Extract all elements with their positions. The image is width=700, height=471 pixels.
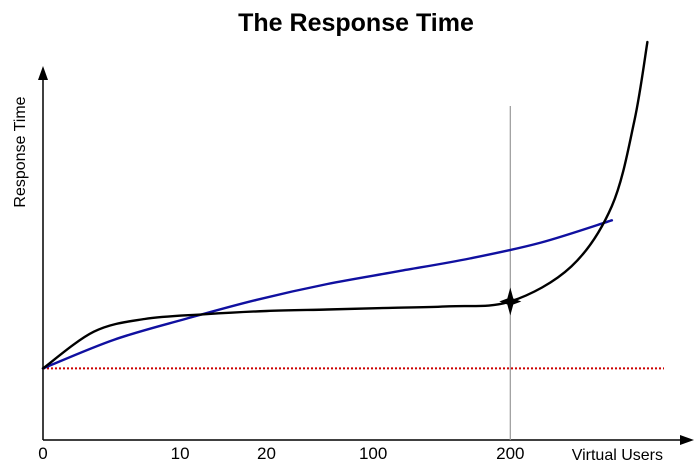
x-tick-label: 200 — [496, 444, 524, 463]
x-tick-labels: 0 10 20 100 200 — [38, 444, 524, 463]
x-axis-arrow — [680, 435, 694, 445]
y-axis-label: Response Time — [12, 96, 29, 207]
x-tick-label: 10 — [171, 444, 190, 463]
black-response-curve — [41, 40, 649, 370]
chart-title: The Response Time — [238, 9, 474, 37]
blue-response-curve — [41, 219, 614, 370]
x-tick-label: 100 — [359, 444, 387, 463]
x-tick-label: 20 — [257, 444, 276, 463]
plot-area — [41, 40, 664, 440]
x-tick-label: 0 — [38, 444, 47, 463]
x-axis-label: Virtual Users — [572, 447, 663, 464]
knee-point-marker — [499, 287, 522, 316]
y-axis-arrow — [38, 66, 48, 80]
